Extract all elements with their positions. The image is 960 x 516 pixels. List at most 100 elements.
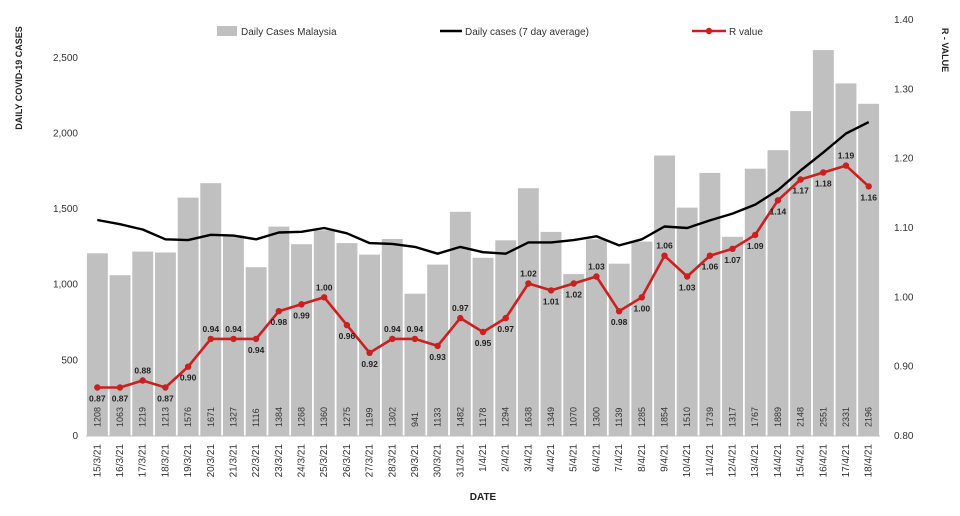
bar-value-label: 1178	[478, 408, 488, 427]
r-value-label: 1.17	[792, 186, 809, 196]
bar	[427, 264, 449, 436]
bar-value-label: 1116	[251, 408, 261, 427]
x-tick-label: 8/4/21	[637, 444, 648, 472]
x-tick-label: 16/4/21	[818, 444, 829, 478]
bar-value-label: 1063	[115, 407, 125, 427]
y2-tick-label: 1.00	[894, 292, 914, 303]
x-tick-label: 12/4/21	[728, 444, 739, 478]
r-point	[94, 384, 101, 391]
legend-label-avg: Daily cases (7 day average)	[465, 27, 589, 38]
bar-value-label: 1360	[319, 407, 329, 427]
bar	[291, 244, 312, 436]
avg-line-layer	[97, 121, 870, 255]
bar	[858, 103, 880, 437]
bar-labels-layer: 1208 1063 1219 1213 1576 1671 1327 1116 1384 1268…	[92, 407, 873, 427]
bar-value-label: 1285	[637, 407, 647, 427]
bar	[812, 50, 834, 436]
bar	[132, 251, 154, 436]
r-point	[252, 335, 260, 343]
r-value-label: 0.94	[384, 324, 401, 334]
r-point	[593, 273, 600, 280]
bar-value-label: 941	[410, 412, 420, 427]
bar	[155, 252, 176, 436]
bar-value-label: 1208	[92, 407, 102, 427]
bar-value-label: 1300	[591, 407, 601, 427]
y2-tick-label: 1.10	[894, 223, 914, 234]
r-value-label: 1.02	[520, 269, 537, 279]
x-tick-label: 23/3/21	[274, 444, 285, 478]
bar	[744, 168, 766, 436]
bar-value-label: 1317	[728, 407, 738, 427]
r-point	[389, 335, 396, 343]
y-tick-label: 500	[61, 355, 78, 366]
r-point	[842, 162, 850, 169]
r-point	[774, 197, 782, 204]
y2-tick-label: 1.20	[894, 154, 914, 165]
x-tick-label: 17/3/21	[138, 444, 149, 478]
bar	[404, 293, 426, 436]
x-tick-label: 20/3/21	[206, 444, 217, 478]
r-point	[525, 280, 532, 287]
r-point	[162, 384, 169, 391]
bar-value-label: 2196	[864, 407, 874, 427]
bar	[790, 111, 812, 436]
bar-value-label: 1576	[183, 407, 193, 427]
bar	[517, 188, 539, 436]
y-tick-label: 1,000	[53, 280, 78, 291]
y-tick-label: 2,000	[53, 129, 78, 140]
x-tick-label: 18/3/21	[160, 444, 171, 478]
bar	[835, 83, 857, 437]
r-value-label: 1.16	[860, 192, 877, 202]
r-value-label: 1.03	[679, 283, 696, 293]
r-line-layer: 0.87 0.87 0.88 0.87 0.90 0.94 0.94 0.94 0.98 0.99…	[89, 151, 877, 404]
r-value-label: 0.92	[361, 359, 378, 369]
x-tick-label: 28/3/21	[387, 444, 398, 478]
legend-label-r: R value	[729, 27, 763, 38]
bar-value-label: 1219	[138, 407, 148, 427]
bar-value-label: 2148	[796, 407, 806, 427]
y2-axis-title: R - VALUE	[940, 28, 950, 72]
y2-tick-label: 1.30	[894, 84, 914, 95]
r-point	[752, 231, 759, 239]
bar	[563, 274, 585, 436]
x-tick-label: 27/3/21	[365, 444, 376, 478]
x-tick-label: 22/3/21	[251, 444, 262, 478]
legend-swatch-r-point	[705, 27, 713, 35]
r-point	[457, 314, 464, 322]
bar-value-label: 1384	[274, 407, 284, 427]
bar-value-label: 1327	[229, 407, 239, 427]
r-value-label: 1.01	[543, 296, 560, 306]
r-point	[502, 314, 509, 322]
r-value-label: 0.87	[112, 394, 129, 404]
r-value-label: 0.99	[293, 310, 310, 320]
r-value-label: 0.87	[157, 394, 174, 404]
x-tick-label: 6/4/21	[591, 444, 602, 472]
x-tick-label: 15/4/21	[796, 444, 807, 478]
bar	[631, 241, 653, 436]
r-point	[706, 252, 714, 259]
bar	[109, 275, 131, 436]
bar-value-label: 1638	[523, 407, 533, 427]
r-value-label: 0.98	[611, 317, 628, 327]
r-value-label: 1.18	[815, 179, 832, 189]
axes-layer: 0 500 1,000 1,500 2,000 2,500 0.80 0.90 1.00 1.10…	[14, 15, 950, 503]
r-point	[661, 252, 668, 259]
legend: Daily Cases Malaysia Daily cases (7 day a…	[217, 26, 763, 38]
r-value-label: 0.94	[225, 324, 242, 334]
bars-layer	[86, 50, 880, 437]
r-value-label: 0.94	[203, 324, 220, 334]
y2-tick-label: 0.80	[894, 431, 914, 442]
bar	[540, 231, 562, 436]
x-tick-label: 2/4/21	[501, 444, 512, 472]
x-tick-label: 3/4/21	[523, 444, 534, 472]
x-tick-label: 31/3/21	[455, 444, 466, 478]
x-tick-label: 17/4/21	[841, 444, 852, 478]
bar	[313, 230, 335, 436]
bar	[699, 172, 721, 436]
bar-value-label: 1739	[705, 407, 715, 427]
r-value-label: 1.09	[747, 241, 764, 251]
y-axis-title: DAILY COVID-19 CASES	[14, 26, 24, 130]
r-point	[321, 294, 328, 301]
x-tick-label: 30/3/21	[433, 444, 444, 478]
